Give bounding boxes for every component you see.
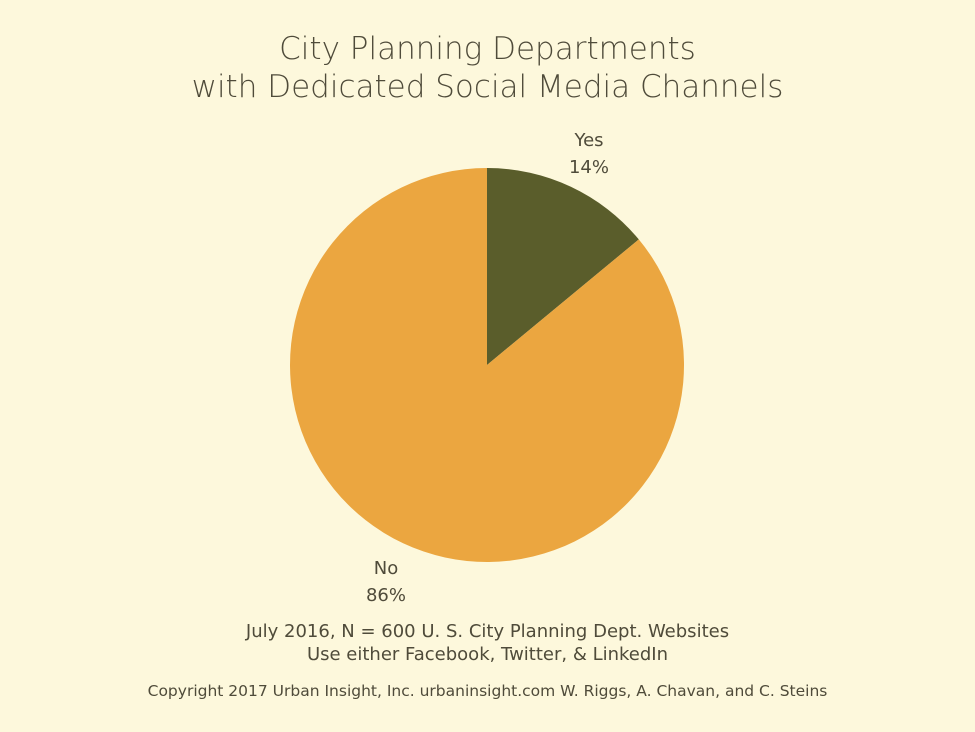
slice-value-yes: 14% — [569, 157, 609, 178]
pie-slice-yes — [487, 168, 639, 365]
slice-label-no-group: No 86% — [366, 558, 406, 606]
chart-title-line-2: with Dedicated Social Media Channels — [191, 69, 784, 105]
chart-notes: July 2016, N = 600 U. S. City Planning D… — [0, 620, 975, 666]
pie-slice-no — [290, 168, 684, 562]
chart-title: City Planning Departments with Dedicated… — [0, 30, 975, 106]
slice-label-yes: Yes — [573, 130, 603, 151]
slice-value-no: 86% — [366, 585, 406, 606]
copyright-text: Copyright 2017 Urban Insight, Inc. urban… — [147, 682, 828, 700]
note-line-2: Use either Facebook, Twitter, & LinkedIn — [306, 644, 669, 665]
pie-slices — [290, 168, 684, 562]
note-line-1: July 2016, N = 600 U. S. City Planning D… — [245, 621, 730, 642]
chart-title-line-1: City Planning Departments — [279, 31, 696, 67]
slice-label-no: No — [374, 558, 398, 579]
slice-label-yes-group: Yes 14% — [569, 130, 609, 178]
